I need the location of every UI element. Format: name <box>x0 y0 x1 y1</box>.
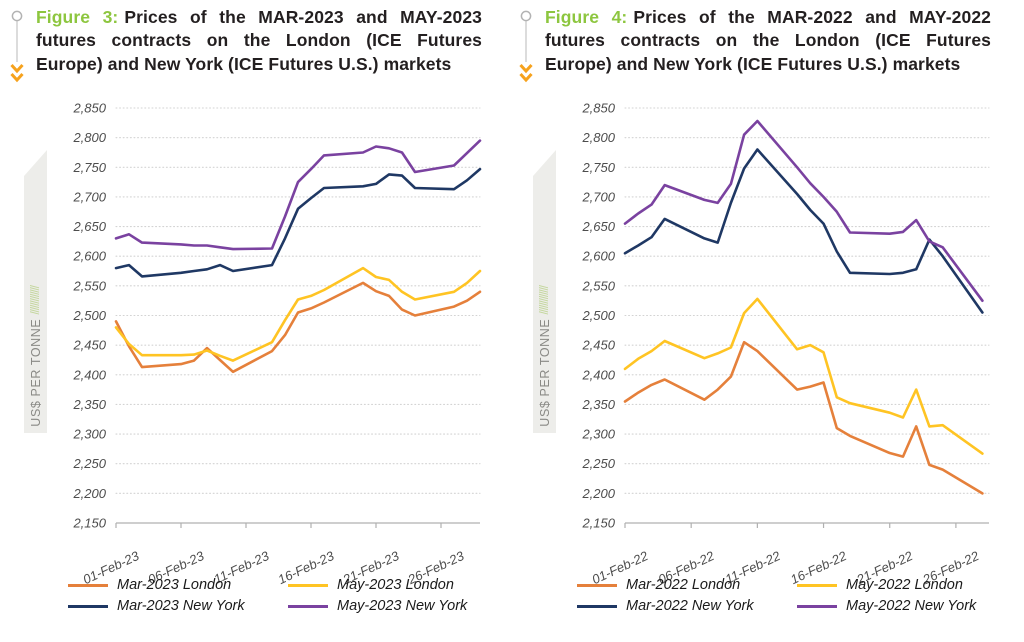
legend-swatch <box>577 604 617 608</box>
legend-swatch <box>288 604 328 608</box>
legend-swatch <box>797 583 837 587</box>
y-tick-label: 2,350 <box>72 397 106 412</box>
figure-3-label: Figure 3: <box>36 7 119 27</box>
y-axis-banner: US$ PER TONNE ///////////// <box>533 150 556 433</box>
y-tick-label: 2,650 <box>581 219 615 234</box>
y-tick-label: 2,650 <box>72 219 106 234</box>
y-tick-label: 2,450 <box>72 338 106 353</box>
figure-4-header: Figure 4: Prices of the MAR-2022 and MAY-… <box>517 0 991 83</box>
legend-label: May-2023 London <box>337 577 454 593</box>
legend-swatch <box>288 583 328 587</box>
price-chart-2023: 2,150 2,200 2,250 2,300 2,350 2,400 2,450 2,500… <box>72 101 482 587</box>
legend-label: Mar-2022 London <box>626 577 741 593</box>
y-tick-label: 2,700 <box>581 189 615 204</box>
legend-item: May-2023 New York <box>288 598 508 614</box>
figure-4-label: Figure 4: <box>545 7 628 27</box>
circle-line-chevrons-icon <box>519 10 533 83</box>
legend-swatch <box>577 583 617 587</box>
y-tick-label: 2,700 <box>72 189 106 204</box>
y-tick-label: 2,150 <box>581 516 615 531</box>
y-tick-label: 2,750 <box>581 160 615 175</box>
figure-4-title-text: Prices of the MAR-2022 and MAY-2022 futu… <box>545 7 991 74</box>
legend-item: Mar-2022 London <box>577 577 797 593</box>
figure-3-block: Figure 3: Prices of the MAR-2023 and MAY-… <box>8 0 510 642</box>
series-line-mar-2022-london <box>623 340 984 495</box>
legend-label: Mar-2023 New York <box>117 598 245 614</box>
legend-swatch <box>68 604 108 608</box>
y-tick-label: 2,600 <box>72 249 106 264</box>
y-tick-label: 2,250 <box>581 456 615 471</box>
y-tick-label: 2,300 <box>581 427 615 442</box>
price-chart-2022: 2,150 2,200 2,250 2,300 2,350 2,400 2,450 2,500… <box>581 101 990 587</box>
circle-line-chevrons-icon <box>10 10 24 83</box>
y-tick-label: 2,300 <box>72 427 106 442</box>
figure-4-block: Figure 4: Prices of the MAR-2022 and MAY-… <box>517 0 1019 642</box>
legend-swatch <box>797 604 837 608</box>
legend-2022: Mar-2022 London May-2022 London Mar-2022 N… <box>577 577 1017 614</box>
y-tick-label: 2,550 <box>72 278 106 293</box>
legend-label: May-2022 New York <box>846 598 977 614</box>
y-tick-label: 2,850 <box>581 101 615 116</box>
figure-3-title: Figure 3: Prices of the MAR-2023 and MAY-… <box>36 6 482 76</box>
legend-label: May-2022 London <box>846 577 963 593</box>
y-tick-label: 2,850 <box>72 101 106 116</box>
y-tick-label: 2,800 <box>581 130 615 145</box>
series-line-may-2022-new-york <box>623 119 984 302</box>
figure-3-header: Figure 3: Prices of the MAR-2023 and MAY-… <box>8 0 482 83</box>
y-tick-label: 2,200 <box>72 486 106 501</box>
y-tick-label: 2,400 <box>581 367 615 382</box>
series-line-mar-2023-london <box>114 281 482 374</box>
y-tick-label: 2,350 <box>581 397 615 412</box>
y-tick-label: 2,400 <box>72 367 106 382</box>
legend-item: Mar-2023 London <box>68 577 288 593</box>
legend-label: Mar-2022 New York <box>626 598 754 614</box>
y-tick-label: 2,200 <box>581 486 615 501</box>
legend-item: May-2022 London <box>797 577 1017 593</box>
y-tick-label: 2,450 <box>581 338 615 353</box>
series-line-mar-2022-new-york <box>623 148 984 314</box>
y-tick-label: 2,550 <box>581 278 615 293</box>
y-tick-label: 2,250 <box>72 456 106 471</box>
legend-item: May-2022 New York <box>797 598 1017 614</box>
y-tick-label: 2,750 <box>72 160 106 175</box>
series-line-mar-2023-new-york <box>114 167 482 278</box>
legend-item: May-2023 London <box>288 577 508 593</box>
figure-marker-icon <box>519 10 533 93</box>
legend-item: Mar-2022 New York <box>577 598 797 614</box>
legend-item: Mar-2023 New York <box>68 598 288 614</box>
figure-4-title: Figure 4: Prices of the MAR-2022 and MAY-… <box>545 6 991 76</box>
y-tick-label: 2,800 <box>72 130 106 145</box>
legend-swatch <box>68 583 108 587</box>
y-tick-label: 2,150 <box>72 516 106 531</box>
legend-2023: Mar-2023 London May-2023 London Mar-2023 N… <box>68 577 508 614</box>
legend-label: May-2023 New York <box>337 598 468 614</box>
figure-3-title-text: Prices of the MAR-2023 and MAY-2023 futu… <box>36 7 482 74</box>
legend-label: Mar-2023 London <box>117 577 232 593</box>
y-tick-label: 2,500 <box>581 308 615 323</box>
series-line-may-2022-london <box>623 297 984 455</box>
y-tick-label: 2,600 <box>581 249 615 264</box>
y-axis-banner: US$ PER TONNE ///////////// <box>24 150 47 433</box>
series-line-may-2023-london <box>114 266 482 362</box>
y-tick-label: 2,500 <box>72 308 106 323</box>
figure-marker-icon <box>10 10 24 93</box>
series-line-may-2023-new-york <box>114 139 482 251</box>
